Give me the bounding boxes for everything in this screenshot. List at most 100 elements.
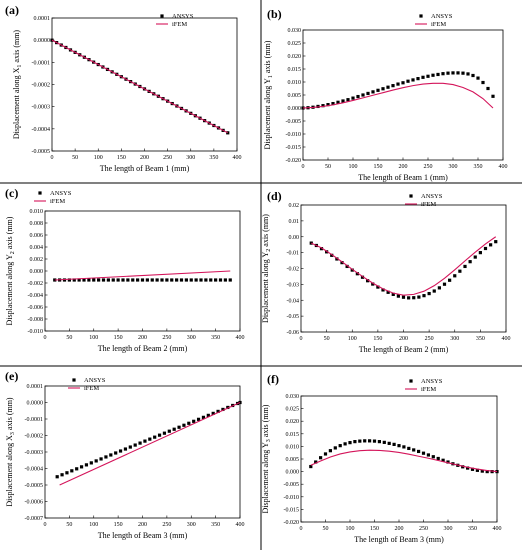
ansys-data-point — [153, 435, 157, 439]
y-tick-label: 0.005 — [286, 457, 300, 463]
ansys-data-point — [426, 453, 430, 457]
x-tick-label: 100 — [94, 155, 103, 161]
ansys-data-point — [412, 448, 416, 452]
y-tick-label: -0.06 — [287, 330, 300, 336]
ansys-data-point — [172, 427, 176, 431]
x-axis-label: The length of Beam 3 (mm) — [98, 531, 188, 540]
x-tick-label: 250 — [424, 164, 433, 170]
ansys-data-point — [321, 104, 325, 108]
ansys-data-point — [421, 75, 425, 79]
ansys-data-point — [486, 86, 490, 91]
ansys-data-point — [442, 282, 447, 286]
y-axis-label-suffix: axis (mm) — [5, 397, 14, 432]
x-tick-label: 200 — [138, 335, 147, 341]
ansys-data-point — [309, 464, 313, 469]
y-axis-label: Displacement along Y3 axis (mm) — [261, 404, 272, 513]
ansys-data-point — [218, 278, 223, 282]
ansys-data-point — [75, 467, 79, 471]
x-tick-label: 250 — [163, 155, 172, 161]
ansys-data-point — [150, 278, 154, 282]
ansys-data-point — [401, 295, 406, 299]
ansys-data-point — [60, 473, 64, 477]
ansys-data-point — [104, 455, 108, 459]
ansys-data-point — [192, 419, 196, 423]
ansys-data-point — [391, 84, 395, 88]
ansys-data-point — [361, 93, 365, 97]
x-tick-label: 400 — [493, 526, 502, 532]
y-axis-label-main: Displacement along X — [5, 435, 14, 507]
ansys-data-point — [402, 445, 406, 449]
ansys-data-point — [456, 71, 460, 75]
ansys-data-point — [485, 470, 489, 474]
y-tick-label: -0.0003 — [25, 450, 44, 456]
y-tick-label: 0.00 — [289, 235, 300, 241]
ansys-data-point — [481, 80, 485, 85]
y-tick-label: 0.025 — [286, 407, 300, 413]
ansys-data-point — [94, 459, 98, 463]
ansys-data-point — [138, 441, 142, 445]
y-axis-label-main: Displacement along Y — [261, 442, 270, 513]
ansys-data-point — [70, 469, 74, 473]
legend-ifem-label: iFEM — [431, 21, 446, 28]
ansys-data-point — [228, 278, 232, 282]
legend-ifem-label: iFEM — [421, 201, 436, 208]
ansys-data-point — [211, 411, 215, 415]
x-tick-label: 200 — [138, 522, 147, 528]
x-tick-label: 200 — [140, 155, 149, 161]
x-tick-label: 0 — [44, 335, 47, 341]
y-tick-label: 0.002 — [30, 257, 44, 263]
ansys-data-point — [199, 278, 203, 282]
ansys-data-point — [143, 439, 147, 443]
ansys-data-point — [396, 294, 400, 298]
ansys-data-point — [411, 78, 415, 82]
plot-frame — [300, 395, 498, 523]
ansys-series-markers — [309, 439, 499, 474]
ansys-data-point — [157, 433, 162, 437]
ansys-data-point — [50, 38, 54, 42]
ansys-data-point — [451, 71, 455, 75]
x-tick-label: 350 — [468, 526, 477, 532]
ansys-data-point — [184, 278, 188, 282]
ansys-data-point — [340, 261, 344, 265]
x-tick-label: 0 — [302, 164, 305, 170]
ansys-data-point — [345, 264, 349, 269]
y-tick-label: 0.030 — [286, 394, 300, 400]
ansys-data-point — [72, 278, 76, 282]
x-tick-label: 50 — [325, 164, 331, 170]
x-tick-label: 350 — [211, 522, 220, 528]
y-axis-label-suffix: axis (mm) — [261, 214, 270, 249]
y-tick-label: 0.025 — [288, 41, 302, 47]
y-tick-label: 0.0001 — [27, 384, 44, 390]
ansys-data-point — [483, 246, 488, 251]
y-tick-label: -0.0002 — [32, 83, 51, 89]
ansys-data-point — [494, 240, 498, 244]
ansys-series-markers — [309, 240, 498, 300]
x-tick-label: 250 — [162, 335, 171, 341]
ansys-data-point — [431, 73, 435, 77]
ansys-data-point — [140, 278, 145, 282]
ansys-data-point — [116, 278, 120, 282]
x-tick-label: 400 — [236, 335, 245, 341]
x-tick-label: 150 — [117, 155, 126, 161]
ansys-data-point — [463, 264, 467, 269]
plot-frame — [51, 17, 238, 152]
ansys-data-point — [179, 278, 184, 282]
panel-label: (c) — [5, 186, 18, 200]
ansys-data-point — [368, 439, 372, 443]
ansys-data-point — [335, 257, 339, 261]
ansys-data-point — [338, 444, 342, 448]
ansys-data-point — [376, 88, 380, 92]
x-tick-label: 150 — [373, 336, 382, 342]
y-axis-label-main: Displacement along Y — [263, 78, 272, 149]
ansys-data-point — [360, 275, 365, 279]
y-tick-label: 0.015 — [288, 67, 302, 73]
x-tick-label: 0 — [300, 526, 303, 532]
y-tick-label: -0.0006 — [25, 500, 44, 506]
x-tick-label: 0 — [51, 155, 54, 161]
y-tick-label: -0.008 — [28, 317, 44, 323]
panel-d: (d) 0 50 100 150 200 250 300 350 400 0.02 0.01 0.00 -… — [261, 189, 511, 354]
